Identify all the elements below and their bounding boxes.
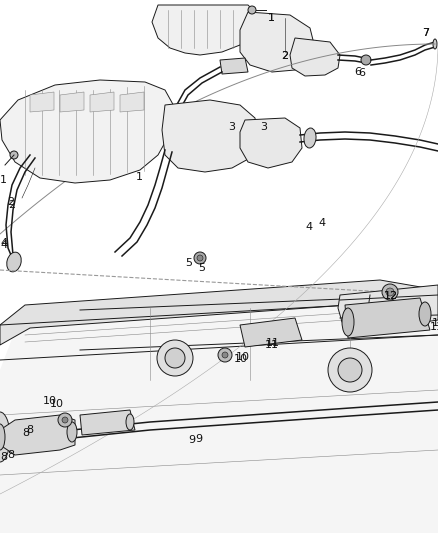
Text: 10: 10 — [50, 399, 64, 409]
Circle shape — [222, 352, 228, 358]
Circle shape — [197, 255, 203, 261]
Ellipse shape — [304, 128, 316, 148]
Circle shape — [218, 348, 232, 362]
Circle shape — [58, 413, 72, 427]
Text: 2: 2 — [281, 51, 288, 61]
Ellipse shape — [7, 252, 21, 272]
Text: 11: 11 — [430, 322, 438, 332]
Circle shape — [361, 55, 371, 65]
Circle shape — [382, 284, 398, 300]
Circle shape — [157, 340, 193, 376]
Text: 5: 5 — [198, 263, 205, 273]
Text: 2: 2 — [8, 200, 15, 210]
Text: 1: 1 — [268, 13, 275, 23]
Text: 10: 10 — [236, 352, 250, 362]
Text: 7: 7 — [422, 28, 429, 38]
Text: 12: 12 — [384, 291, 398, 301]
Text: 4: 4 — [0, 240, 7, 250]
Polygon shape — [0, 415, 75, 455]
Text: 1: 1 — [0, 175, 7, 185]
Text: 7: 7 — [422, 28, 429, 38]
Circle shape — [248, 6, 256, 14]
Polygon shape — [162, 100, 258, 172]
Polygon shape — [240, 12, 315, 72]
Text: 11: 11 — [266, 338, 280, 348]
Text: 3: 3 — [228, 122, 235, 132]
Text: 5: 5 — [185, 258, 192, 268]
Polygon shape — [0, 285, 438, 533]
Ellipse shape — [0, 424, 5, 450]
Text: 4: 4 — [0, 238, 7, 248]
Polygon shape — [345, 298, 430, 338]
Text: 11: 11 — [432, 318, 438, 328]
Ellipse shape — [342, 308, 354, 336]
Circle shape — [165, 348, 185, 368]
Text: 8: 8 — [0, 452, 7, 462]
Circle shape — [10, 151, 18, 159]
Text: 8: 8 — [26, 425, 33, 435]
Text: 4: 4 — [318, 218, 325, 228]
Ellipse shape — [0, 412, 10, 462]
Ellipse shape — [126, 414, 134, 430]
Text: 10: 10 — [234, 354, 248, 364]
Polygon shape — [90, 92, 114, 112]
Text: 8: 8 — [22, 428, 29, 438]
Text: 4: 4 — [305, 222, 312, 232]
Text: 3: 3 — [260, 122, 267, 132]
Text: 12: 12 — [384, 291, 398, 301]
Polygon shape — [240, 318, 302, 347]
Ellipse shape — [419, 302, 431, 326]
Text: 2: 2 — [7, 197, 14, 207]
Text: 1: 1 — [268, 13, 275, 23]
Circle shape — [328, 348, 372, 392]
Polygon shape — [338, 285, 438, 330]
Text: 6: 6 — [354, 67, 361, 77]
Text: 9: 9 — [195, 434, 202, 444]
Text: 2: 2 — [281, 51, 288, 61]
Polygon shape — [60, 92, 84, 112]
Text: 1: 1 — [136, 172, 143, 182]
Circle shape — [386, 288, 394, 296]
Polygon shape — [240, 118, 302, 168]
Polygon shape — [0, 280, 438, 345]
Circle shape — [338, 358, 362, 382]
Polygon shape — [0, 80, 175, 183]
Text: 11: 11 — [265, 340, 279, 350]
Polygon shape — [290, 38, 340, 76]
Circle shape — [194, 252, 206, 264]
Polygon shape — [152, 5, 258, 55]
Circle shape — [62, 417, 68, 423]
Ellipse shape — [67, 422, 77, 442]
Text: 10: 10 — [43, 396, 57, 406]
Ellipse shape — [433, 39, 437, 49]
Polygon shape — [80, 410, 135, 435]
Text: 9: 9 — [188, 435, 195, 445]
Polygon shape — [30, 92, 54, 112]
Polygon shape — [220, 58, 248, 74]
Text: 6: 6 — [358, 68, 365, 78]
Polygon shape — [120, 92, 144, 112]
Text: 8: 8 — [7, 450, 14, 460]
